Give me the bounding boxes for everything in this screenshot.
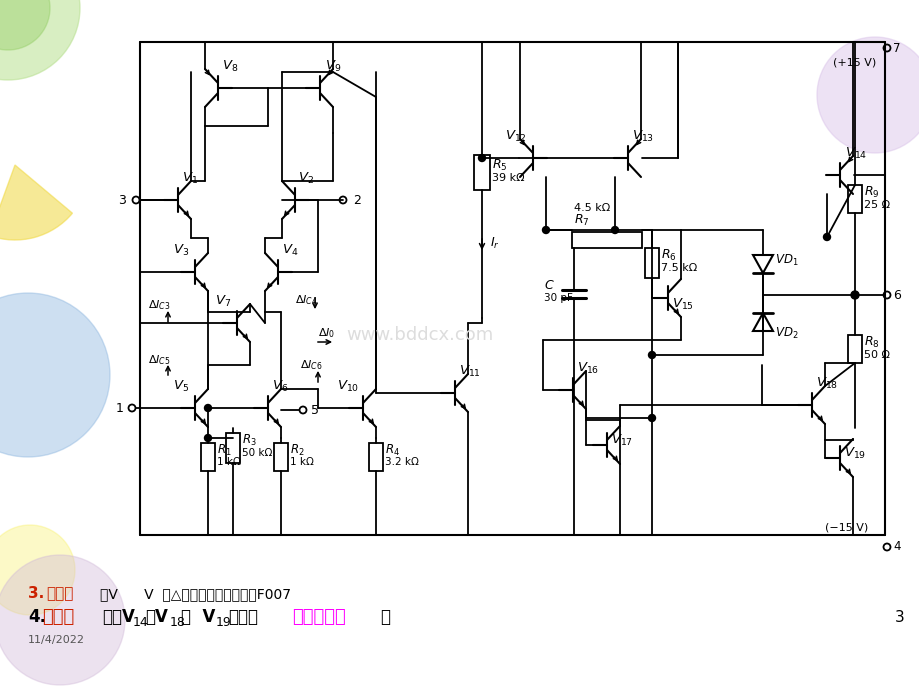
- Text: $V_{11}$: $V_{11}$: [459, 364, 481, 379]
- Text: $V_{14}$: $V_{14}$: [844, 146, 867, 161]
- Text: $VD_1$: $VD_1$: [774, 253, 798, 268]
- Text: $V_9$: $V_9$: [324, 59, 341, 74]
- Text: 1: 1: [116, 402, 124, 415]
- Text: (−15 V): (−15 V): [824, 522, 868, 532]
- Text: 11/4/2022: 11/4/2022: [28, 635, 85, 645]
- Text: $V_{12}$: $V_{12}$: [505, 128, 527, 144]
- Circle shape: [204, 435, 211, 442]
- Text: $V_{19}$: $V_{19}$: [843, 446, 866, 460]
- Text: 1 kΩ: 1 kΩ: [217, 457, 241, 467]
- Text: $\Delta I_{C5}$: $\Delta I_{C5}$: [148, 353, 170, 367]
- Text: 组成的: 组成的: [228, 608, 257, 626]
- Text: $V_{15}$: $V_{15}$: [671, 297, 693, 312]
- Text: $R_2$: $R_2$: [289, 442, 304, 457]
- Text: $V_6$: $V_6$: [272, 378, 288, 393]
- Text: ：由V: ：由V: [102, 608, 135, 626]
- Text: 50 Ω: 50 Ω: [863, 350, 889, 360]
- Text: 3: 3: [894, 609, 903, 624]
- Text: $\Delta I_{C4}$: $\Delta I_{C4}$: [295, 293, 318, 307]
- Text: $V_1$: $V_1$: [182, 170, 198, 186]
- Text: $R_7$: $R_7$: [573, 213, 589, 228]
- Text: $R_6$: $R_6$: [660, 248, 676, 263]
- Circle shape: [648, 415, 654, 422]
- Text: 25 Ω: 25 Ω: [863, 200, 890, 210]
- Text: C: C: [543, 279, 552, 291]
- Circle shape: [542, 226, 549, 233]
- Text: $R_5$: $R_5$: [492, 157, 507, 172]
- Text: 4.5 kΩ: 4.5 kΩ: [573, 203, 609, 213]
- Text: $V_2$: $V_2$: [298, 170, 313, 186]
- Text: 4: 4: [892, 540, 900, 553]
- Circle shape: [0, 0, 50, 50]
- Text: 3: 3: [118, 193, 126, 206]
- Text: 和V: 和V: [145, 608, 167, 626]
- Text: $V_5$: $V_5$: [173, 378, 189, 393]
- Bar: [847, 185, 861, 213]
- Circle shape: [823, 233, 830, 241]
- Text: 2: 2: [353, 193, 360, 206]
- Text: $V_8$: $V_8$: [221, 59, 238, 74]
- Circle shape: [0, 525, 75, 615]
- Text: ：V      V  每△管的共射极放大器为F007: ：V V 每△管的共射极放大器为F007: [100, 587, 290, 601]
- Text: 19: 19: [216, 616, 232, 629]
- Circle shape: [0, 555, 125, 685]
- Text: $V_3$: $V_3$: [173, 242, 189, 257]
- Text: 50 kΩ: 50 kΩ: [242, 448, 272, 458]
- Text: 5: 5: [311, 404, 319, 417]
- Text: $R_4$: $R_4$: [384, 442, 400, 457]
- Text: 7: 7: [892, 41, 900, 55]
- Circle shape: [478, 155, 485, 161]
- Circle shape: [204, 404, 211, 411]
- Text: 18: 18: [170, 616, 186, 629]
- Text: $\Delta I_{C6}$: $\Delta I_{C6}$: [300, 358, 323, 372]
- Circle shape: [0, 293, 110, 457]
- Text: 1 kΩ: 1 kΩ: [289, 457, 313, 467]
- Bar: [200, 443, 215, 471]
- Text: $R_3$: $R_3$: [242, 433, 256, 448]
- Text: www.bddcx.com: www.bddcx.com: [346, 326, 494, 344]
- Text: 中间级: 中间级: [46, 586, 74, 602]
- Text: $\Delta I_{C3}$: $\Delta I_{C3}$: [148, 298, 170, 312]
- Text: $V_7$: $V_7$: [215, 293, 231, 308]
- Text: (+15 V): (+15 V): [832, 57, 875, 67]
- Bar: [572, 232, 641, 248]
- Bar: [369, 443, 382, 471]
- Text: $V_{18}$: $V_{18}$: [815, 375, 837, 391]
- Text: 39 kΩ: 39 kΩ: [492, 173, 524, 183]
- Text: $R_1$: $R_1$: [217, 442, 232, 457]
- Text: 、  V: 、 V: [181, 608, 215, 626]
- Text: 输出级: 输出级: [42, 608, 74, 626]
- Wedge shape: [0, 165, 73, 240]
- Text: 30 pF: 30 pF: [543, 293, 573, 303]
- Bar: [847, 335, 861, 363]
- Circle shape: [611, 226, 618, 233]
- Bar: [644, 248, 658, 278]
- Text: $V_{13}$: $V_{13}$: [631, 128, 653, 144]
- Text: $\Delta I_0$: $\Delta I_0$: [318, 326, 335, 340]
- Circle shape: [0, 0, 80, 80]
- Text: 3.: 3.: [28, 586, 50, 602]
- Text: 7.5 kΩ: 7.5 kΩ: [660, 263, 697, 273]
- Text: $R_8$: $R_8$: [863, 335, 879, 350]
- Circle shape: [648, 351, 654, 359]
- Text: $VD_2$: $VD_2$: [774, 326, 798, 341]
- Text: $V_4$: $V_4$: [282, 242, 298, 257]
- Bar: [274, 443, 288, 471]
- Text: 3.2 kΩ: 3.2 kΩ: [384, 457, 418, 467]
- Text: $V_{10}$: $V_{10}$: [336, 378, 358, 393]
- Text: $I_r$: $I_r$: [490, 235, 499, 250]
- Circle shape: [850, 291, 858, 299]
- Circle shape: [816, 37, 919, 153]
- Text: 4.: 4.: [28, 608, 46, 626]
- Bar: [473, 155, 490, 190]
- Text: 。: 。: [380, 608, 390, 626]
- Text: $R_9$: $R_9$: [863, 184, 879, 199]
- Text: 6: 6: [892, 288, 900, 302]
- Text: $V_{16}$: $V_{16}$: [576, 360, 598, 375]
- Bar: [226, 433, 240, 463]
- Text: 互补射随器: 互补射随器: [291, 608, 346, 626]
- Text: $V_{17}$: $V_{17}$: [610, 433, 632, 448]
- Text: 14: 14: [133, 616, 149, 629]
